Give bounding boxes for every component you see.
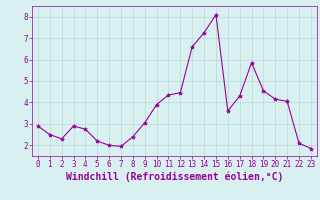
X-axis label: Windchill (Refroidissement éolien,°C): Windchill (Refroidissement éolien,°C) [66,172,283,182]
